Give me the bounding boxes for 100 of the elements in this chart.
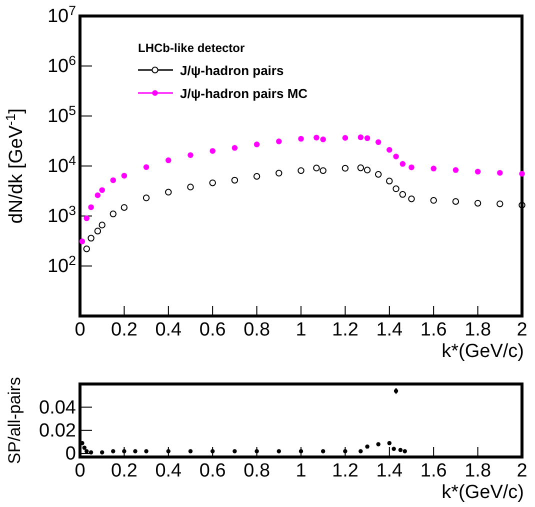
point	[83, 246, 90, 252]
x-tick-label: 2	[516, 460, 528, 482]
point	[99, 187, 105, 193]
y-tick-label: 10$^{4}$	[47, 152, 76, 178]
point	[399, 191, 406, 198]
legend-title: LHCb-like detector	[138, 41, 246, 55]
point	[320, 167, 326, 174]
x-tick-label: 0.4	[155, 460, 182, 482]
y-tick-label: 0	[65, 444, 76, 465]
point	[400, 161, 406, 167]
point	[111, 449, 116, 454]
point	[166, 449, 171, 454]
point	[364, 166, 371, 174]
point	[342, 135, 348, 141]
point	[187, 184, 194, 190]
point	[84, 215, 90, 222]
point	[375, 139, 382, 146]
point	[342, 164, 349, 172]
x-tick-label: 0.6	[199, 460, 226, 482]
point	[232, 145, 238, 151]
y-tick-label: 10$^{6}$	[47, 52, 76, 78]
point	[343, 449, 348, 454]
x-tick-label: 1	[296, 460, 306, 482]
point	[94, 192, 101, 198]
point	[188, 152, 194, 158]
point	[276, 138, 282, 144]
x-tick-label: 0.8	[244, 319, 270, 340]
point	[398, 448, 403, 452]
point	[94, 228, 102, 234]
point	[474, 200, 482, 207]
point	[254, 449, 259, 454]
point	[210, 449, 215, 454]
point	[88, 204, 94, 210]
point	[496, 200, 504, 208]
legend-label: J/ψ-hadron pairs	[180, 63, 284, 78]
point	[408, 196, 415, 202]
point	[122, 449, 126, 454]
point	[82, 446, 87, 450]
point	[188, 449, 193, 454]
point	[358, 134, 364, 140]
y-tick-label: 10$^{2}$	[47, 252, 76, 278]
point	[519, 170, 525, 177]
point	[357, 164, 364, 172]
point	[430, 197, 437, 204]
x-axis-title: k*(GeV/c)	[442, 482, 524, 503]
point	[253, 173, 260, 180]
point	[386, 178, 393, 184]
x-tick-label: 1.2	[332, 319, 358, 340]
point	[374, 171, 382, 178]
point	[232, 449, 237, 454]
point	[365, 444, 370, 449]
point	[430, 166, 436, 172]
point	[110, 210, 117, 218]
y-tick-label: 10$^{5}$	[47, 102, 76, 128]
point	[88, 234, 94, 242]
point	[231, 176, 238, 184]
point	[452, 167, 459, 173]
point	[98, 222, 106, 228]
point	[314, 134, 320, 140]
x-tick-label: 0.4	[155, 319, 182, 340]
point	[84, 449, 89, 454]
y-tick-label: 10$^{7}$	[47, 2, 76, 28]
point	[364, 135, 370, 142]
x-tick-label: 2	[516, 319, 528, 340]
point	[276, 449, 282, 454]
point	[209, 179, 216, 186]
point	[298, 449, 304, 454]
y-axis-title: SP/all-pairs	[5, 377, 24, 464]
legend-label: J/ψ-hadron pairs MC	[180, 86, 308, 101]
y-tick-label: 0.04	[39, 397, 76, 418]
point	[142, 194, 150, 202]
x-tick-label: 1.8	[464, 319, 492, 340]
point	[408, 164, 414, 170]
x-tick-label: 0.2	[110, 460, 138, 482]
point	[452, 198, 460, 205]
point	[474, 168, 481, 175]
point	[392, 446, 396, 451]
point	[254, 142, 260, 148]
point	[313, 164, 320, 172]
y-tick-label: 10$^{3}$	[47, 202, 76, 228]
x-axis-title: k*(GeV/c)	[442, 341, 524, 362]
point	[392, 185, 400, 192]
x-tick-label: 1.6	[420, 460, 447, 482]
point	[276, 170, 282, 177]
point	[120, 204, 128, 211]
point	[143, 164, 150, 170]
y-tick-label: 0.02	[39, 420, 76, 442]
point	[166, 157, 172, 164]
point	[110, 177, 116, 184]
point	[165, 188, 172, 196]
point	[497, 170, 503, 176]
point	[402, 449, 407, 454]
point	[376, 442, 380, 446]
x-tick-label: 0.6	[199, 319, 226, 340]
point	[298, 167, 304, 174]
x-tick-label: 0.8	[244, 460, 270, 482]
point	[79, 238, 86, 244]
point	[121, 172, 128, 179]
point	[393, 154, 399, 160]
point	[387, 440, 392, 446]
